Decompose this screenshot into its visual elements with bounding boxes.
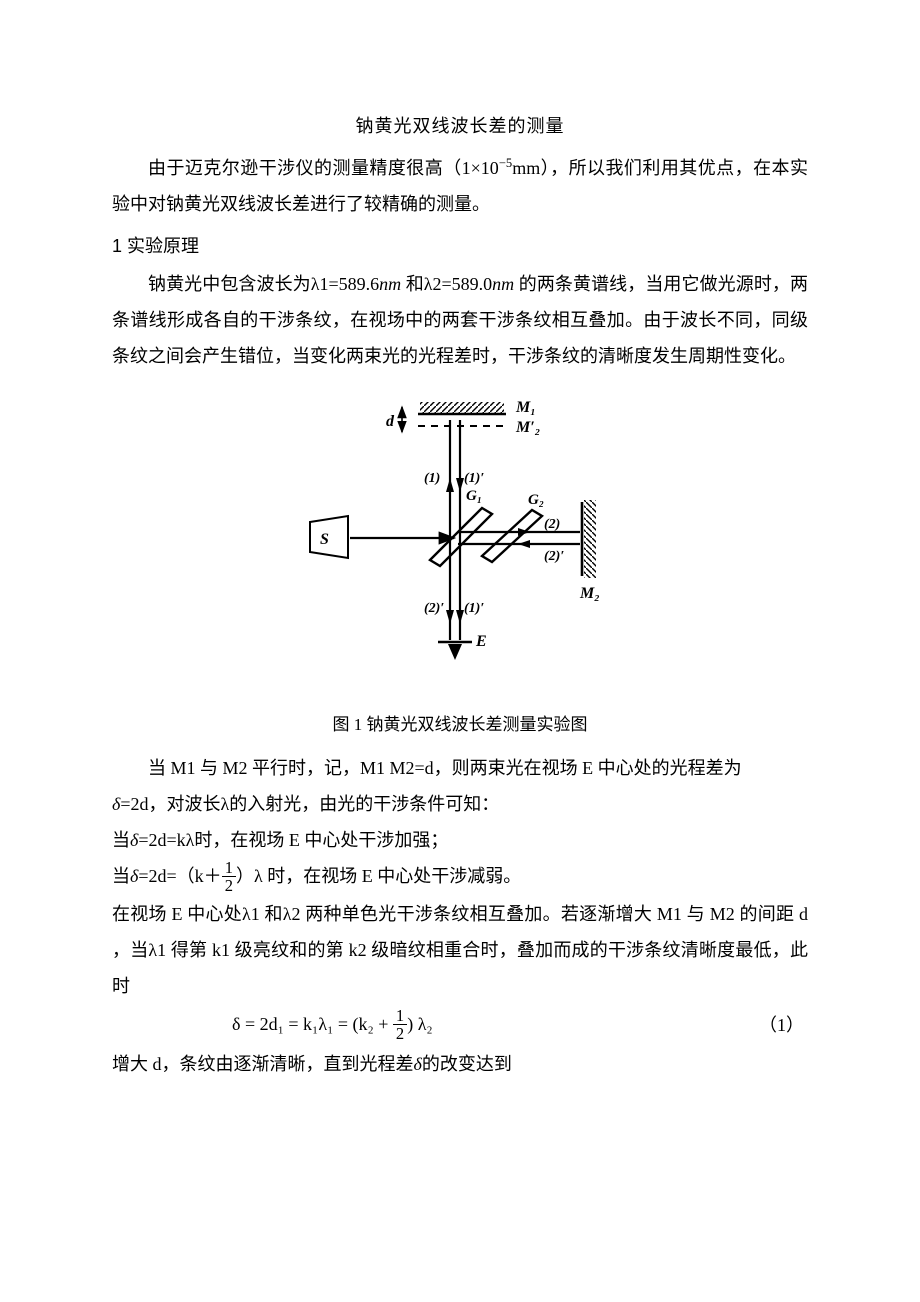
ray-2p: (2)′ [544, 549, 564, 564]
p2b: 和λ2=589.0 [401, 274, 492, 294]
intro-text-1: 由于迈克尔逊干涉仪的测量精度很高（1×10 [148, 158, 499, 178]
p5a: 增大 d，条纹由逐渐清晰，直到光程差 [112, 1054, 414, 1074]
l5pre: 当 [112, 866, 130, 886]
equation-1-row: δ = 2d₁ = k₁λ₁ = (k₂ + 12) λ₂ （1） [112, 1006, 808, 1044]
principle-paragraph: 钠黄光中包含波长为λ1=589.6nm 和λ2=589.0nm 的两条黄谱线，当… [112, 266, 808, 374]
g2-label: G₂ [528, 492, 544, 508]
p5: 增大 d，条纹由逐渐清晰，直到光程差δ的改变达到 [112, 1046, 808, 1082]
p5d: δ [414, 1054, 422, 1074]
ray-2p-b: (2)′ [424, 601, 444, 616]
eq1b: ) λ₂ [407, 1014, 433, 1034]
equation-1-number: （1） [754, 1007, 808, 1043]
l4: =2d=kλ时，在视场 E 中心处干涉加强； [138, 830, 448, 850]
p3: 当 M1 与 M2 平行时，记，M1 M2=d，则两束光在视场 E 中心处的光程… [112, 750, 808, 786]
l4pre: 当 [112, 830, 130, 850]
section-1-heading: 1 实验原理 [112, 228, 808, 264]
ray-1p: (1)′ [464, 471, 484, 486]
eq1-half: 12 [393, 1007, 407, 1043]
p2a: 钠黄光中包含波长为λ1=589.6 [148, 274, 379, 294]
line-constructive: 当δ=2d=kλ时，在视场 E 中心处干涉加强； [112, 822, 808, 858]
ray-2: (2) [544, 517, 560, 532]
e-label: E [475, 633, 487, 650]
s-label: S [320, 531, 329, 548]
p4: 在视场 E 中心处λ1 和λ2 两种单色光干涉条纹相互叠加。若逐渐增大 M1 与… [112, 896, 808, 1004]
half-fraction: 12 [222, 859, 236, 895]
page-title: 钠黄光双线波长差的测量 [112, 108, 808, 144]
l5b: ）λ 时，在视场 E 中心处干涉减弱。 [236, 866, 521, 886]
line-destructive: 当δ=2d=（k＋12）λ 时，在视场 E 中心处干涉减弱。 [112, 858, 808, 896]
p5b: 的改变达到 [422, 1054, 512, 1074]
m2p-label: M′₂ [515, 419, 540, 436]
ray-1: (1) [424, 471, 440, 486]
l5a: =2d=（k＋ [138, 866, 221, 886]
p2-nm2: nm [492, 274, 514, 294]
p3b: δ=2d，对波长λ的入射光，由光的干涉条件可知： [112, 786, 808, 822]
g1-label: G₁ [466, 488, 482, 504]
m2-label: M₂ [579, 585, 600, 602]
equation-1: δ = 2d₁ = k₁λ₁ = (k₂ + 12) λ₂ [112, 1006, 754, 1044]
m1-label: M₁ [515, 399, 536, 416]
interferometer-diagram: d S E M₁ M′₂ G₁ G₂ M₂ (1) (1)′ (2) (2)′ … [280, 382, 640, 694]
ray-1p-b: (1)′ [464, 601, 484, 616]
figure-1: d S E M₁ M′₂ G₁ G₂ M₂ (1) (1)′ (2) (2)′ … [112, 382, 808, 706]
p3b-text: =2d，对波长λ的入射光，由光的干涉条件可知： [120, 794, 499, 814]
eq1a: δ = 2d₁ = k₁λ₁ = (k₂ + [232, 1014, 393, 1034]
intro-paragraph: 由于迈克尔逊干涉仪的测量精度很高（1×10−5mm），所以我们利用其优点，在本实… [112, 150, 808, 222]
p2-nm1: nm [379, 274, 401, 294]
d-label: d [386, 413, 395, 430]
figure-1-caption: 图 1 钠黄光双线波长差测量实验图 [112, 708, 808, 742]
intro-exp: −5 [499, 156, 512, 170]
